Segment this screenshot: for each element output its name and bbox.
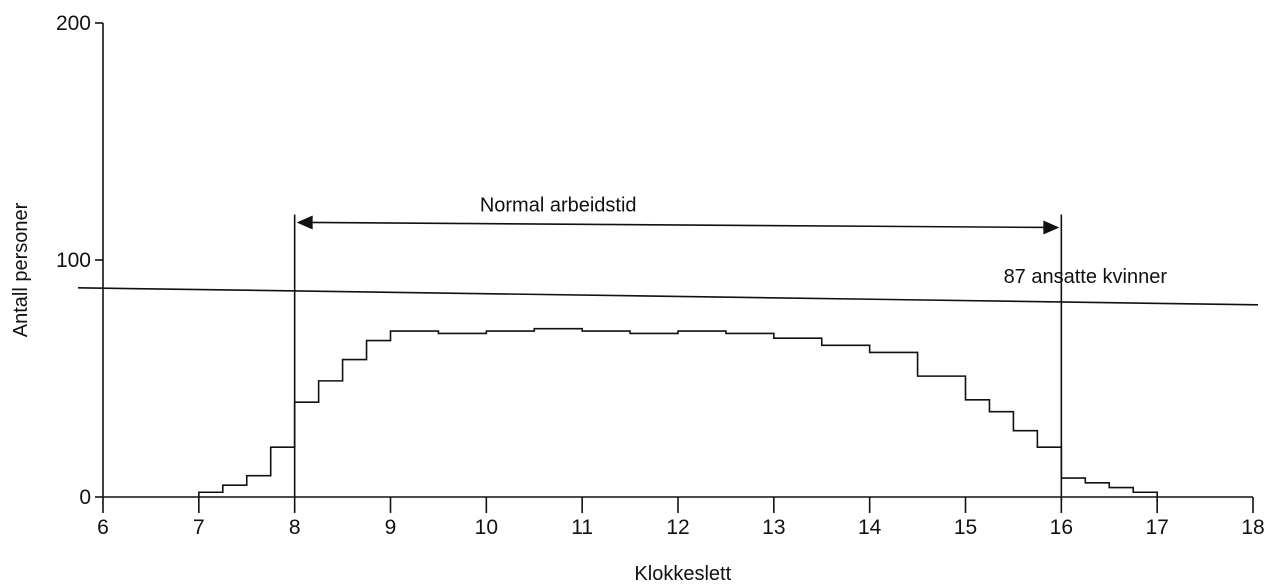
y-axis-title: Antall personer: [10, 202, 32, 337]
reference-line-label: 87 ansatte kvinner: [1004, 266, 1168, 288]
series-layer: [198, 327, 1158, 497]
y-tick-label: 0: [79, 486, 91, 509]
arrowhead-right: [1043, 220, 1060, 235]
bracket-arrow-line: [308, 221, 1048, 229]
x-tick-label: 10: [475, 516, 498, 539]
annotation-layer: Normal arbeidstid: [293, 194, 1063, 500]
x-tick-label: 8: [289, 516, 301, 539]
x-tick-label: 18: [1241, 516, 1264, 539]
ticks: 6 7 8 9 10 11 12 13 14 15 16 17 18 0 100 200: [56, 12, 1265, 539]
x-tick-label: 16: [1050, 516, 1073, 539]
x-axis-title: Klokkeslett: [634, 563, 731, 585]
x-tick-label: 9: [385, 516, 397, 539]
reference-line: [77, 287, 1259, 306]
x-tick-label: 12: [666, 516, 689, 539]
x-tick-label: 6: [97, 516, 109, 539]
x-tick-label: 13: [762, 516, 785, 539]
x-tick-label: 11: [571, 516, 593, 539]
x-tick-label: 17: [1145, 516, 1168, 539]
arrowhead-left: [296, 215, 313, 230]
annotation-normal-arbeidstid: Normal arbeidstid: [480, 194, 637, 216]
y-tick-label: 200: [56, 12, 91, 35]
step-series-line: [198, 327, 1158, 497]
x-tick-label: 15: [954, 516, 977, 539]
x-tick-label: 7: [193, 516, 205, 539]
axes: [102, 23, 1253, 498]
y-tick-label: 100: [56, 249, 91, 272]
x-tick-label: 14: [858, 516, 882, 539]
reference-layer: 87 ansatte kvinner: [77, 266, 1259, 306]
